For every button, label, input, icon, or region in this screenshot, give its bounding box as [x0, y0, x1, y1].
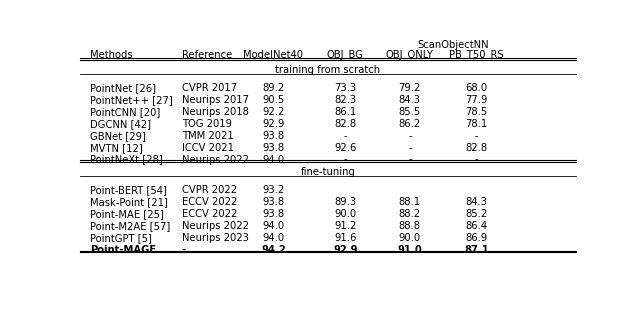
Text: Point-BERT [54]: Point-BERT [54] — [90, 185, 167, 195]
Text: Point-M2AE [57]: Point-M2AE [57] — [90, 221, 170, 231]
Text: 82.8: 82.8 — [334, 119, 356, 129]
Text: 88.1: 88.1 — [399, 197, 421, 207]
Text: 94.0: 94.0 — [262, 155, 285, 165]
Text: DGCNN [42]: DGCNN [42] — [90, 119, 151, 129]
Text: ModelNet40: ModelNet40 — [243, 50, 303, 60]
Text: 93.8: 93.8 — [262, 209, 285, 219]
Text: -: - — [475, 155, 479, 165]
Text: 90.0: 90.0 — [399, 233, 421, 243]
Text: -: - — [182, 245, 186, 255]
Text: 89.3: 89.3 — [334, 197, 356, 207]
Text: TOG 2019: TOG 2019 — [182, 119, 232, 129]
Text: GBNet [29]: GBNet [29] — [90, 131, 146, 141]
Text: Mask-Point [21]: Mask-Point [21] — [90, 197, 168, 207]
Text: 94.0: 94.0 — [262, 221, 285, 231]
Text: PointNet [26]: PointNet [26] — [90, 83, 156, 93]
Text: 92.6: 92.6 — [334, 143, 356, 153]
Text: 94.0: 94.0 — [262, 233, 285, 243]
Text: PointGPT [5]: PointGPT [5] — [90, 233, 152, 243]
Text: ECCV 2022: ECCV 2022 — [182, 209, 237, 219]
Text: 88.8: 88.8 — [399, 221, 421, 231]
Text: 92.2: 92.2 — [262, 107, 285, 117]
Text: TMM 2021: TMM 2021 — [182, 131, 234, 141]
Text: -: - — [408, 143, 412, 153]
Text: Neurips 2022: Neurips 2022 — [182, 221, 249, 231]
Text: 84.3: 84.3 — [399, 95, 421, 105]
Text: PointNet++ [27]: PointNet++ [27] — [90, 95, 173, 105]
Text: -: - — [344, 131, 347, 141]
Text: Neurips 2023: Neurips 2023 — [182, 233, 248, 243]
Text: 87.1: 87.1 — [465, 245, 489, 255]
Text: 93.8: 93.8 — [262, 143, 285, 153]
Text: 82.3: 82.3 — [334, 95, 356, 105]
Text: PB_T50_RS: PB_T50_RS — [449, 49, 504, 60]
Text: -: - — [475, 131, 479, 141]
Text: Point-MAE [25]: Point-MAE [25] — [90, 209, 164, 219]
Text: 84.3: 84.3 — [466, 197, 488, 207]
Text: ICCV 2021: ICCV 2021 — [182, 143, 234, 153]
Text: Reference: Reference — [182, 50, 232, 60]
Text: Neurips 2022: Neurips 2022 — [182, 155, 249, 165]
Text: 94.2: 94.2 — [261, 245, 286, 255]
Text: 78.5: 78.5 — [466, 107, 488, 117]
Text: Methods: Methods — [90, 50, 132, 60]
Text: 93.8: 93.8 — [262, 131, 285, 141]
Text: 77.9: 77.9 — [466, 95, 488, 105]
Text: 86.9: 86.9 — [466, 233, 488, 243]
Text: 85.5: 85.5 — [399, 107, 421, 117]
Text: 88.2: 88.2 — [399, 209, 421, 219]
Text: 90.0: 90.0 — [334, 209, 356, 219]
Text: fine-tuning: fine-tuning — [301, 167, 355, 177]
Text: 86.1: 86.1 — [334, 107, 356, 117]
Text: OBJ_BG: OBJ_BG — [327, 49, 364, 60]
Text: -: - — [344, 155, 347, 165]
Text: training from scratch: training from scratch — [275, 65, 381, 75]
Text: 93.2: 93.2 — [262, 185, 285, 195]
Text: 93.8: 93.8 — [262, 197, 285, 207]
Text: 91.6: 91.6 — [334, 233, 356, 243]
Text: ECCV 2022: ECCV 2022 — [182, 197, 237, 207]
Text: 86.2: 86.2 — [399, 119, 421, 129]
Text: -: - — [408, 155, 412, 165]
Text: 73.3: 73.3 — [334, 83, 356, 93]
Text: MVTN [12]: MVTN [12] — [90, 143, 143, 153]
Text: 86.4: 86.4 — [466, 221, 488, 231]
Text: 92.9: 92.9 — [333, 245, 358, 255]
Text: 90.5: 90.5 — [262, 95, 285, 105]
Text: -: - — [408, 131, 412, 141]
Text: 79.2: 79.2 — [399, 83, 421, 93]
Text: 91.2: 91.2 — [334, 221, 356, 231]
Text: 85.2: 85.2 — [466, 209, 488, 219]
Text: Point-MAGE: Point-MAGE — [90, 245, 156, 255]
Text: 92.9: 92.9 — [262, 119, 285, 129]
Text: Neurips 2017: Neurips 2017 — [182, 95, 249, 105]
Text: ScanObjectNN: ScanObjectNN — [417, 40, 489, 50]
Text: 91.0: 91.0 — [397, 245, 422, 255]
Text: Neurips 2018: Neurips 2018 — [182, 107, 248, 117]
Text: PointNeXt [28]: PointNeXt [28] — [90, 155, 163, 165]
Text: CVPR 2022: CVPR 2022 — [182, 185, 237, 195]
Text: 82.8: 82.8 — [466, 143, 488, 153]
Text: CVPR 2017: CVPR 2017 — [182, 83, 237, 93]
Text: OBJ_ONLY: OBJ_ONLY — [386, 49, 434, 60]
Text: 78.1: 78.1 — [466, 119, 488, 129]
Text: 89.2: 89.2 — [262, 83, 285, 93]
Text: 68.0: 68.0 — [466, 83, 488, 93]
Text: PointCNN [20]: PointCNN [20] — [90, 107, 160, 117]
